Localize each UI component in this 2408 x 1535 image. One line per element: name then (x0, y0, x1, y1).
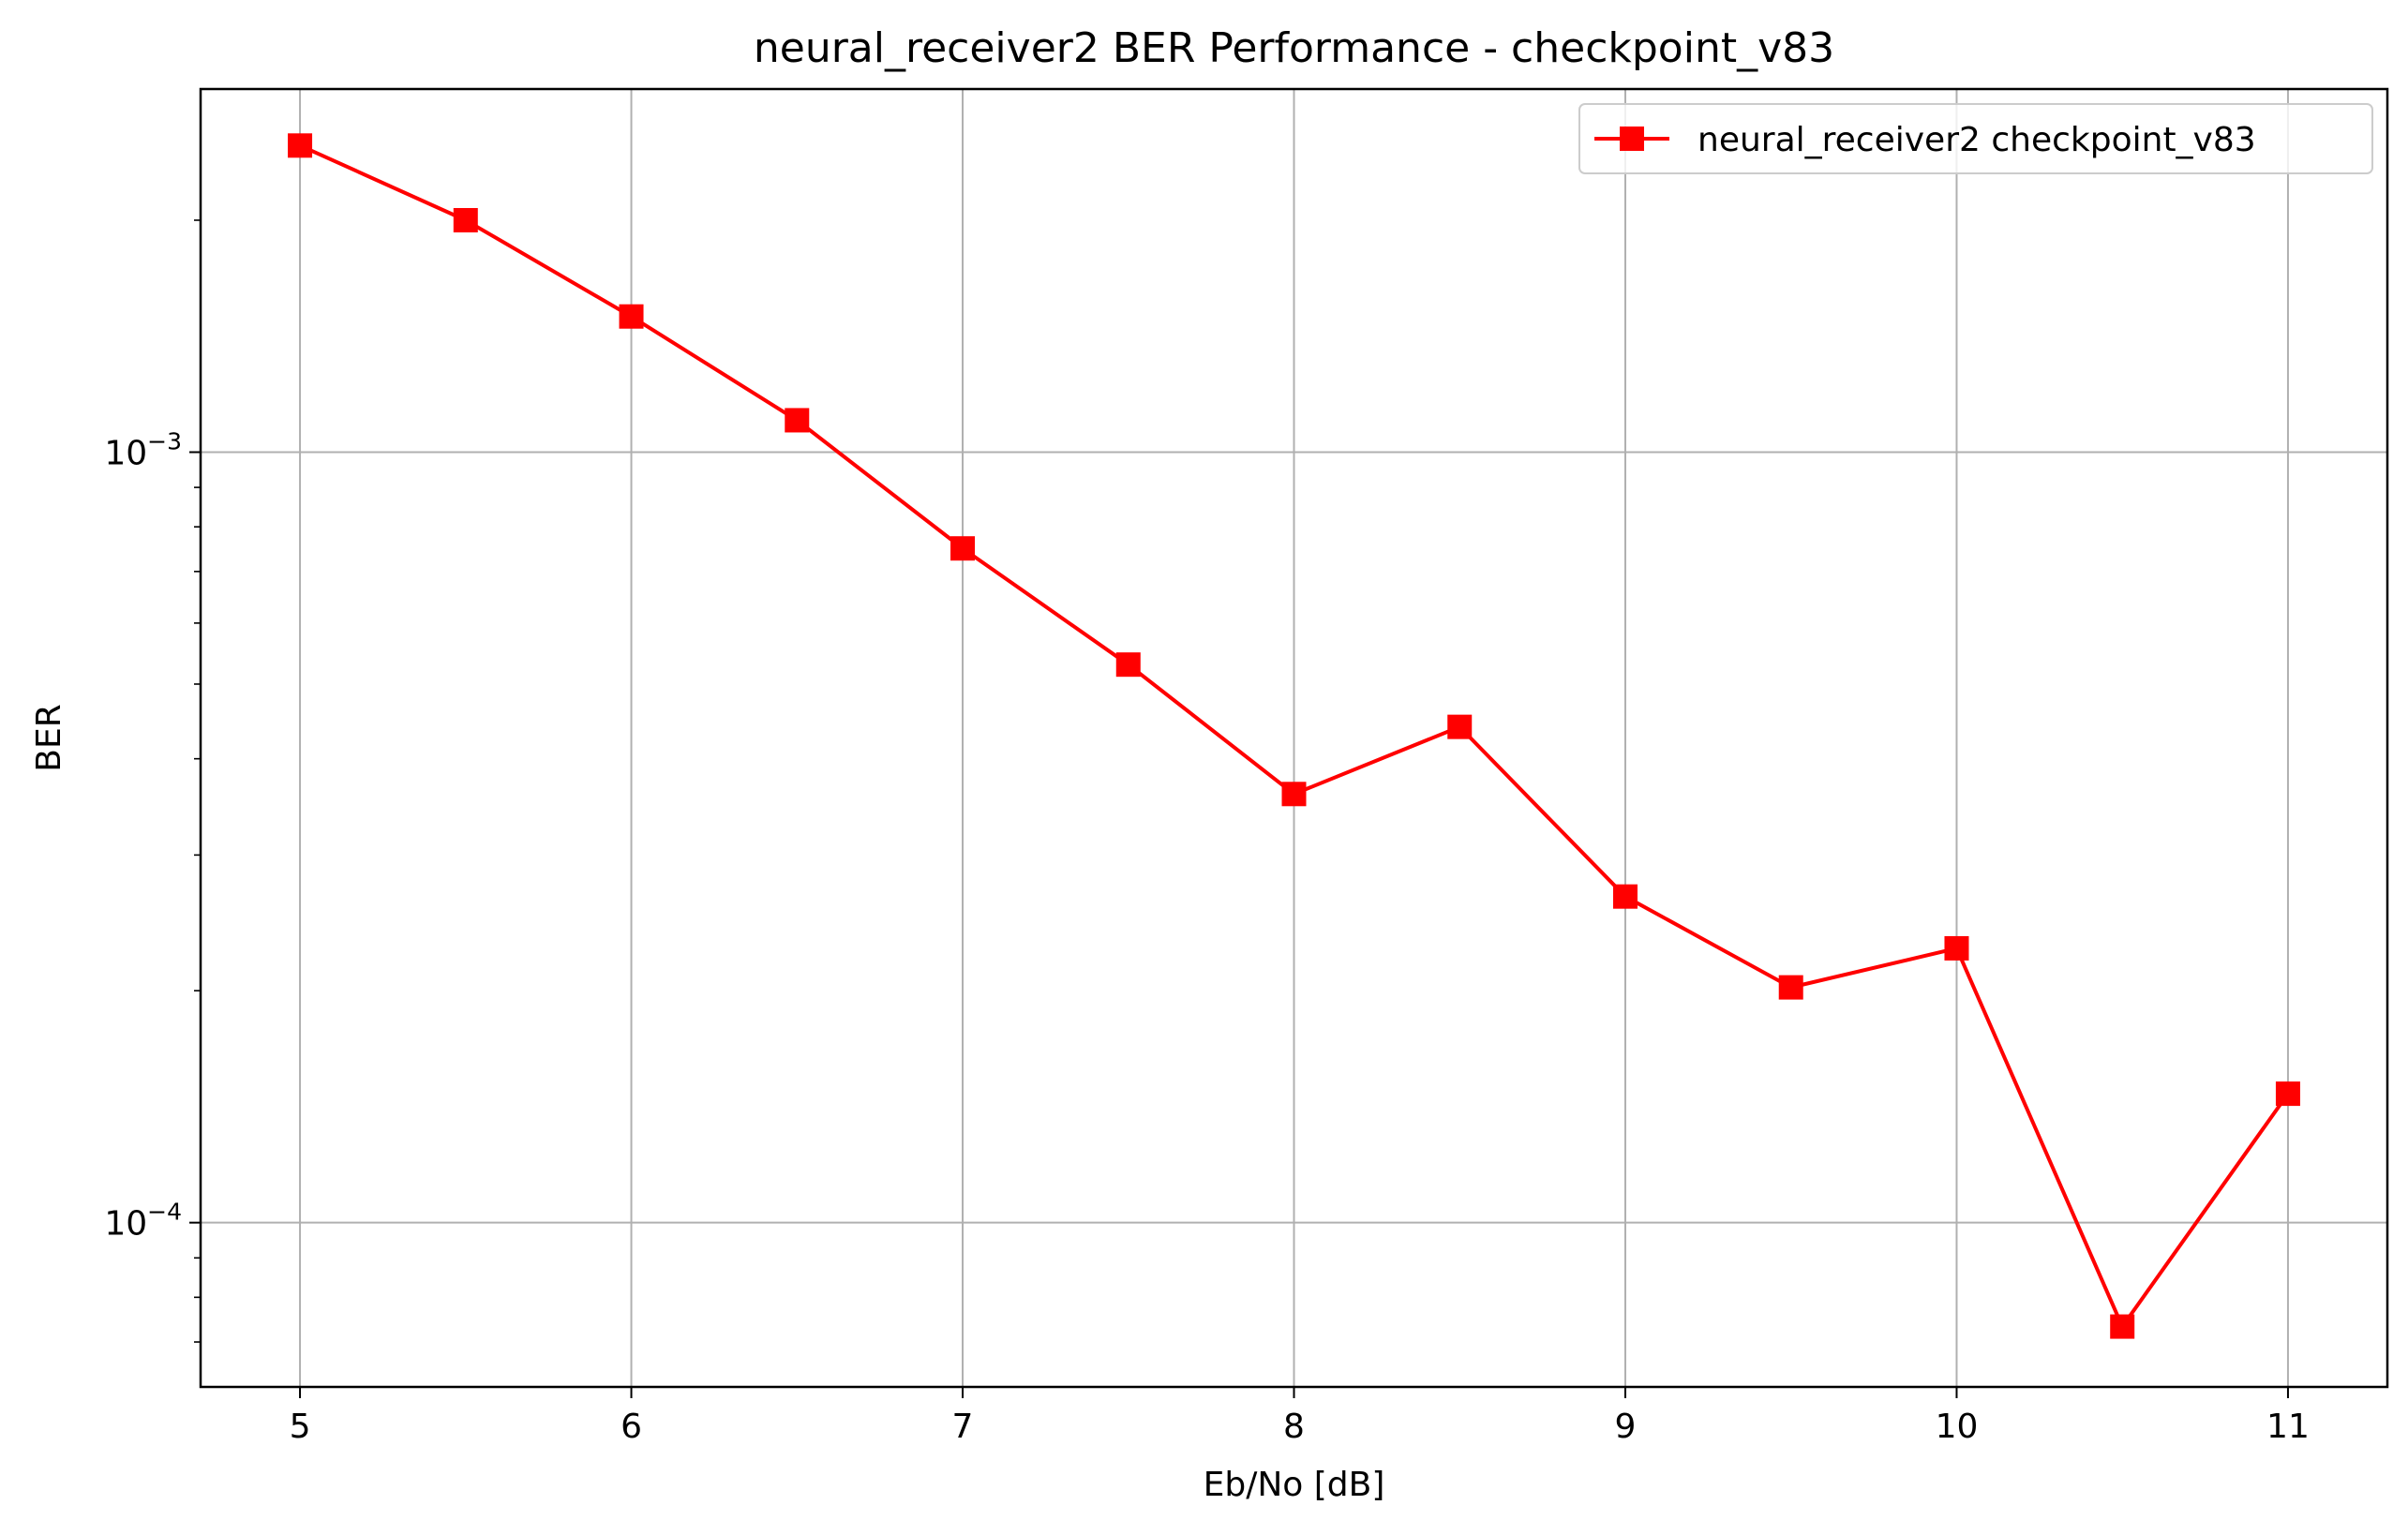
y-tick-label: 10−4 (104, 1199, 182, 1244)
data-point (619, 304, 644, 329)
plot-frame (199, 87, 2389, 1389)
x-axis-label: Eb/No [dB] (1204, 1466, 1385, 1504)
series-layer (288, 133, 2300, 1339)
data-point (2275, 1081, 2300, 1107)
data-point (785, 408, 810, 433)
data-point (453, 207, 478, 232)
data-point (1447, 714, 1473, 739)
x-tick-label: 11 (2266, 1408, 2310, 1446)
data-point (1115, 652, 1141, 678)
data-point (2110, 1314, 2135, 1339)
x-tick-label: 6 (621, 1408, 642, 1446)
x-tick-label: 7 (952, 1408, 974, 1446)
legend-box (1578, 103, 2373, 174)
data-point (950, 536, 976, 561)
data-point (1281, 782, 1307, 807)
data-point (1612, 884, 1638, 909)
x-tick-label: 5 (290, 1408, 311, 1446)
chart-title: neural_receiver2 BER Performance - check… (754, 24, 1834, 72)
y-tick-label: 10−3 (104, 427, 182, 472)
legend: neural_receiver2 checkpoint_v83 (1578, 103, 2373, 174)
legend-label: neural_receiver2 checkpoint_v83 (1698, 121, 2256, 159)
x-tick-label: 8 (1283, 1408, 1305, 1446)
x-tick-label: 10 (1936, 1408, 1979, 1446)
x-tick-label: 9 (1615, 1408, 1637, 1446)
data-point (1944, 935, 1969, 961)
data-point (1778, 975, 1803, 1000)
data-point (288, 133, 313, 158)
ticks: 5 6 7 8 9 10 11 10−4 10−3 (104, 427, 2310, 1446)
legend-marker-square (1620, 127, 1644, 151)
y-axis-label: BER (30, 704, 68, 771)
